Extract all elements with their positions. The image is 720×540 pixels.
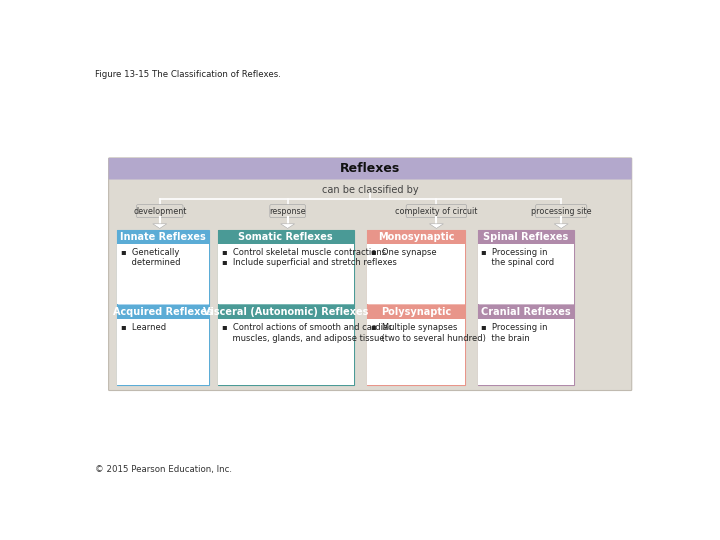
- Polygon shape: [429, 224, 444, 228]
- FancyBboxPatch shape: [137, 205, 183, 218]
- Text: Polysynaptic: Polysynaptic: [381, 307, 451, 318]
- FancyBboxPatch shape: [117, 319, 209, 385]
- Text: ▪  Learned: ▪ Learned: [121, 323, 166, 332]
- FancyBboxPatch shape: [367, 319, 465, 385]
- Text: © 2015 Pearson Education, Inc.: © 2015 Pearson Education, Inc.: [96, 465, 233, 475]
- FancyBboxPatch shape: [117, 230, 209, 385]
- FancyBboxPatch shape: [218, 230, 354, 244]
- Text: Monosynaptic: Monosynaptic: [378, 232, 454, 242]
- FancyBboxPatch shape: [109, 158, 631, 390]
- Text: Acquired Reflexes: Acquired Reflexes: [113, 307, 212, 318]
- Text: ▪  Control actions of smooth and cardiac
    muscles, glands, and adipose tissue: ▪ Control actions of smooth and cardiac …: [222, 323, 392, 342]
- FancyBboxPatch shape: [117, 244, 209, 304]
- FancyBboxPatch shape: [218, 244, 354, 304]
- FancyBboxPatch shape: [117, 230, 209, 244]
- FancyBboxPatch shape: [367, 244, 465, 304]
- Text: response: response: [269, 207, 306, 215]
- FancyBboxPatch shape: [367, 230, 465, 244]
- Text: Innate Reflexes: Innate Reflexes: [120, 232, 206, 242]
- FancyBboxPatch shape: [367, 230, 465, 385]
- Text: ▪  Processing in
    the brain: ▪ Processing in the brain: [482, 323, 548, 342]
- Polygon shape: [153, 224, 167, 228]
- Polygon shape: [554, 224, 568, 228]
- Text: Reflexes: Reflexes: [340, 162, 400, 176]
- Text: ▪  Multiple synapses
    (two to several hundred): ▪ Multiple synapses (two to several hund…: [372, 323, 486, 342]
- Text: Spinal Reflexes: Spinal Reflexes: [483, 232, 569, 242]
- Text: Figure 13-15 The Classification of Reflexes.: Figure 13-15 The Classification of Refle…: [96, 70, 282, 79]
- Text: ▪  One synapse: ▪ One synapse: [372, 248, 437, 256]
- Text: can be classified by: can be classified by: [322, 185, 418, 194]
- FancyBboxPatch shape: [477, 319, 575, 385]
- FancyBboxPatch shape: [117, 306, 209, 319]
- FancyBboxPatch shape: [536, 205, 587, 218]
- Text: Cranial Reflexes: Cranial Reflexes: [481, 307, 571, 318]
- Text: processing site: processing site: [531, 207, 591, 215]
- FancyBboxPatch shape: [218, 319, 354, 385]
- Text: ▪  Control skeletal muscle contractions
▪  Include superficial and stretch refle: ▪ Control skeletal muscle contractions ▪…: [222, 248, 397, 267]
- Text: ▪  Genetically
    determined: ▪ Genetically determined: [121, 248, 181, 267]
- Text: ▪  Processing in
    the spinal cord: ▪ Processing in the spinal cord: [482, 248, 554, 267]
- FancyBboxPatch shape: [477, 230, 575, 385]
- FancyBboxPatch shape: [218, 306, 354, 319]
- Text: complexity of circuit: complexity of circuit: [395, 207, 477, 215]
- FancyBboxPatch shape: [477, 230, 575, 244]
- FancyBboxPatch shape: [477, 306, 575, 319]
- Text: Visceral (Autonomic) Reflexes: Visceral (Autonomic) Reflexes: [203, 307, 369, 318]
- FancyBboxPatch shape: [406, 205, 467, 218]
- FancyBboxPatch shape: [367, 306, 465, 319]
- FancyBboxPatch shape: [218, 230, 354, 385]
- FancyBboxPatch shape: [477, 244, 575, 304]
- Text: Somatic Reflexes: Somatic Reflexes: [238, 232, 333, 242]
- Text: development: development: [133, 207, 186, 215]
- FancyBboxPatch shape: [270, 205, 305, 218]
- FancyBboxPatch shape: [109, 158, 631, 179]
- Polygon shape: [281, 224, 294, 228]
